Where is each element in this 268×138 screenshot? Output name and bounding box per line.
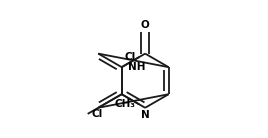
Text: O: O xyxy=(141,20,150,30)
Text: NH: NH xyxy=(128,62,146,72)
Text: CH₃: CH₃ xyxy=(114,99,135,109)
Text: Cl: Cl xyxy=(92,109,103,119)
Text: N: N xyxy=(141,110,150,120)
Text: Cl: Cl xyxy=(124,52,135,62)
